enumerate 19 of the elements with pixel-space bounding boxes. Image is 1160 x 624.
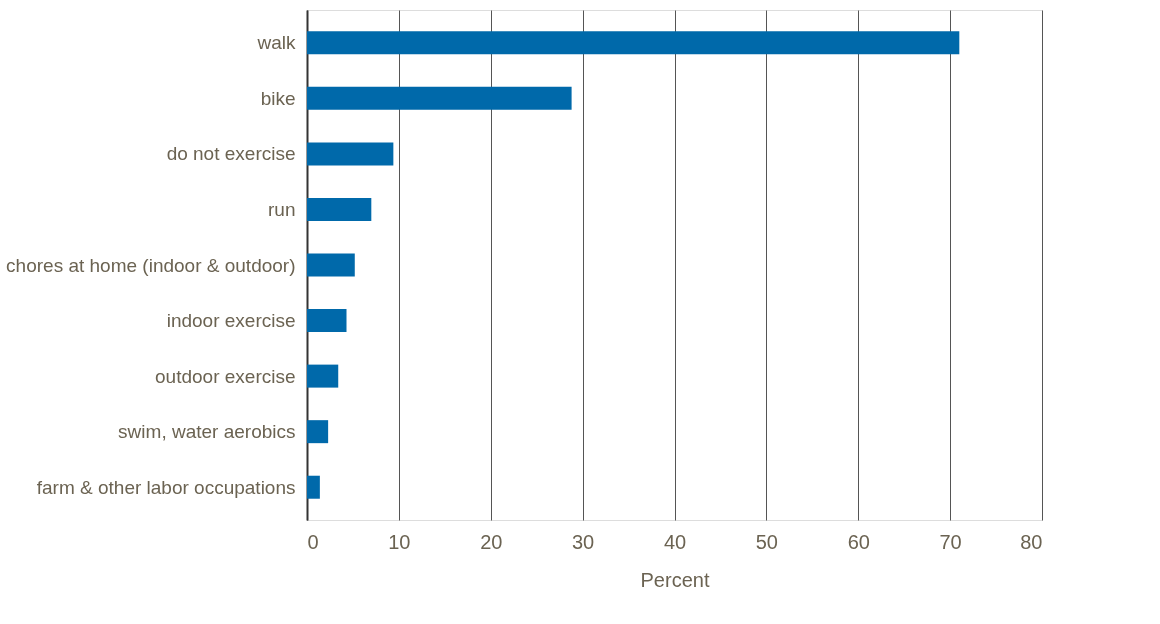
- y-tick-label: do not exercise: [166, 143, 296, 165]
- y-tick-label: outdoor exercise: [155, 365, 296, 387]
- y-tick-label: swim, water aerobics: [118, 421, 296, 443]
- y-tick-label: indoor exercise: [166, 310, 296, 332]
- x-tick-label: 80: [1020, 530, 1043, 553]
- x-tick-label: 50: [755, 530, 778, 553]
- y-tick-label: chores at home (indoor & outdoor): [6, 254, 296, 276]
- x-tick-label: 0: [307, 530, 319, 553]
- y-tick-label: farm & other labor occupations: [36, 476, 296, 498]
- x-tick-label: 10: [388, 530, 411, 553]
- x-tick-label: 60: [847, 530, 870, 553]
- x-tick-label: 20: [480, 530, 503, 553]
- x-tick-label: 40: [663, 530, 687, 553]
- x-tick-label: 70: [939, 530, 962, 553]
- x-tick-label: 30: [572, 530, 595, 553]
- x-axis-title: Percent: [640, 568, 710, 591]
- y-tick-label: run: [268, 198, 296, 220]
- y-tick-label: bike: [260, 87, 296, 109]
- y-tick-label: walk: [256, 32, 296, 54]
